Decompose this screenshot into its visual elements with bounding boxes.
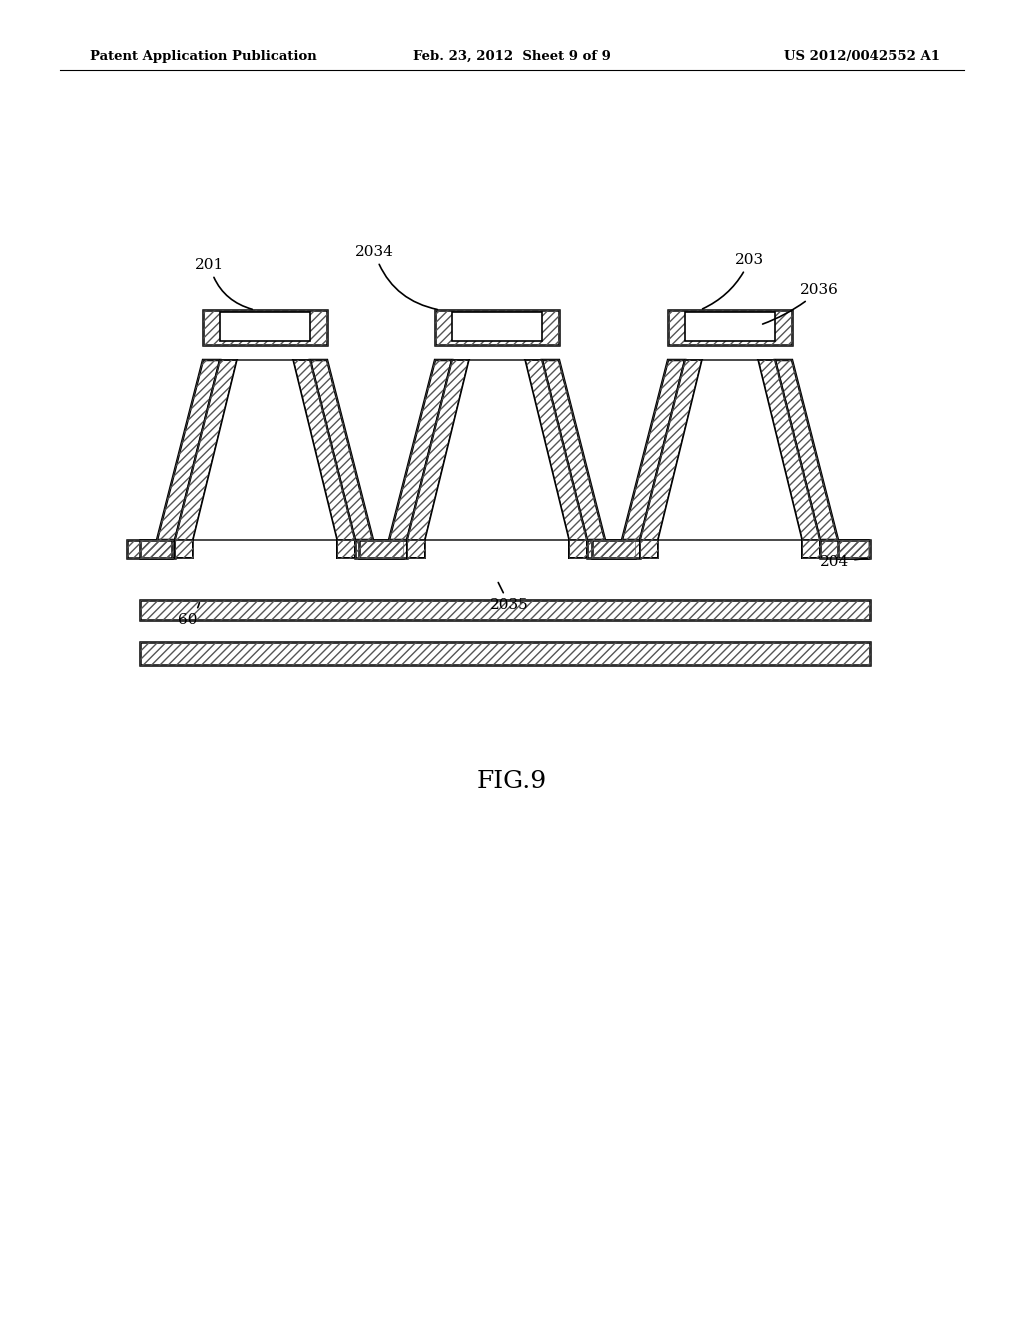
Polygon shape [140,642,870,665]
Polygon shape [587,540,635,558]
Polygon shape [775,360,838,540]
Text: 204: 204 [820,554,867,569]
Polygon shape [355,540,403,558]
Polygon shape [140,601,870,620]
Polygon shape [407,360,469,540]
Polygon shape [407,540,425,558]
Polygon shape [640,540,658,558]
Polygon shape [758,360,820,540]
Text: 2035: 2035 [490,582,528,612]
Polygon shape [203,310,327,345]
Polygon shape [175,360,237,540]
Polygon shape [668,310,792,345]
Polygon shape [140,540,172,558]
Polygon shape [193,360,337,540]
Text: 201: 201 [195,257,252,309]
Polygon shape [685,312,775,341]
Polygon shape [293,360,355,540]
Polygon shape [592,540,640,558]
Text: Patent Application Publication: Patent Application Publication [90,50,316,63]
Polygon shape [389,360,452,540]
Polygon shape [452,312,542,341]
Polygon shape [525,360,587,540]
Polygon shape [622,360,685,540]
Polygon shape [175,540,193,558]
Text: Feb. 23, 2012  Sheet 9 of 9: Feb. 23, 2012 Sheet 9 of 9 [413,50,611,63]
Polygon shape [569,540,587,558]
Polygon shape [542,360,605,540]
Text: 203: 203 [702,253,764,309]
Polygon shape [359,540,407,558]
Polygon shape [425,360,569,540]
Polygon shape [220,312,310,341]
Polygon shape [127,540,175,558]
Text: 60: 60 [178,603,200,627]
Polygon shape [310,360,373,540]
Polygon shape [337,540,355,558]
Text: US 2012/0042552 A1: US 2012/0042552 A1 [784,50,940,63]
Polygon shape [640,360,702,540]
Text: 2034: 2034 [355,246,437,309]
Text: FIG.9: FIG.9 [477,770,547,793]
Polygon shape [820,540,868,558]
Polygon shape [435,310,559,345]
Text: 2036: 2036 [763,282,839,325]
Polygon shape [157,360,220,540]
Polygon shape [838,540,870,558]
Polygon shape [802,540,820,558]
Polygon shape [658,360,802,540]
